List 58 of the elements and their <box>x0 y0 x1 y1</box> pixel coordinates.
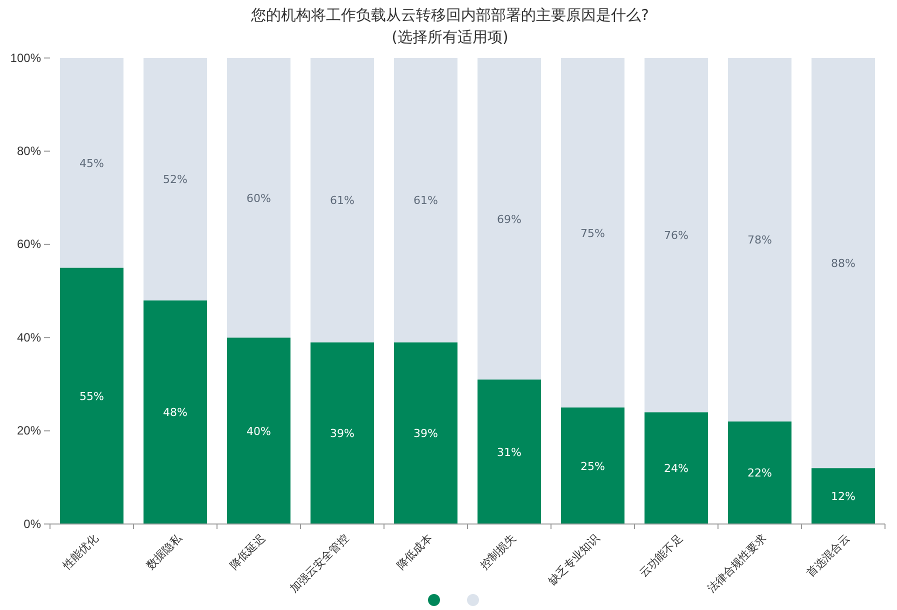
bar <box>144 300 207 524</box>
x-tick-label: 控制损失 <box>478 532 518 572</box>
x-tick-label: 法律合规性要求 <box>705 532 769 596</box>
x-tick-label: 云功能不足 <box>637 532 686 580</box>
bar <box>812 58 875 468</box>
data-label: 55% <box>80 390 104 403</box>
bar <box>227 338 290 524</box>
data-label: 24% <box>664 462 688 476</box>
bar <box>310 58 374 342</box>
y-tick-label: 0% <box>24 516 42 531</box>
bar <box>728 421 792 524</box>
bar <box>561 58 624 408</box>
data-label: 60% <box>246 192 271 205</box>
data-label: 76% <box>664 229 688 242</box>
chart-subtitle: (选择所有适用项) <box>392 28 508 46</box>
data-label: 61% <box>330 194 354 208</box>
data-label: 25% <box>580 460 605 473</box>
bar <box>478 58 541 380</box>
data-label: 69% <box>497 212 522 226</box>
bar <box>561 408 624 524</box>
bar <box>60 58 124 268</box>
data-label: 48% <box>163 406 188 420</box>
y-tick-label: 60% <box>16 237 42 252</box>
bar <box>478 380 541 524</box>
bar <box>728 58 792 422</box>
bar <box>644 58 708 412</box>
x-tick-label: 加强云安全管控 <box>288 532 352 596</box>
x-tick-label: 首选混合云 <box>804 532 852 580</box>
chart-title: 您的机构将工作负载从云转移回内部部署的主要原因是什么? <box>250 6 649 24</box>
x-tick-label: 性能优化 <box>60 532 101 573</box>
bar <box>394 58 458 342</box>
data-label: 40% <box>246 424 271 438</box>
data-label: 61% <box>414 194 438 208</box>
data-label: 75% <box>580 226 605 240</box>
x-tick-label: 数据隐私 <box>144 532 185 572</box>
x-tick-label: 缺乏专业知识 <box>546 532 602 588</box>
data-label: 52% <box>163 173 188 186</box>
y-tick-label: 100% <box>10 50 42 65</box>
data-label: 45% <box>80 156 104 170</box>
bar <box>227 58 290 338</box>
data-label: 78% <box>748 234 772 247</box>
data-label: 39% <box>330 427 354 440</box>
bar <box>644 412 708 524</box>
data-label: 39% <box>414 427 438 440</box>
bar <box>394 342 458 524</box>
y-tick-label: 40% <box>16 330 42 344</box>
bar <box>812 468 875 524</box>
data-label: 88% <box>831 257 856 270</box>
bar <box>144 58 207 300</box>
bar <box>60 268 124 524</box>
data-label: 31% <box>497 446 522 459</box>
data-label: 12% <box>831 490 856 504</box>
x-tick-label: 降低延迟 <box>227 532 268 572</box>
y-tick-label: 80% <box>16 144 42 158</box>
data-label: 22% <box>748 466 772 480</box>
bar <box>310 342 374 524</box>
y-tick-label: 20% <box>16 424 42 438</box>
x-tick-label: 降低成本 <box>394 532 435 572</box>
